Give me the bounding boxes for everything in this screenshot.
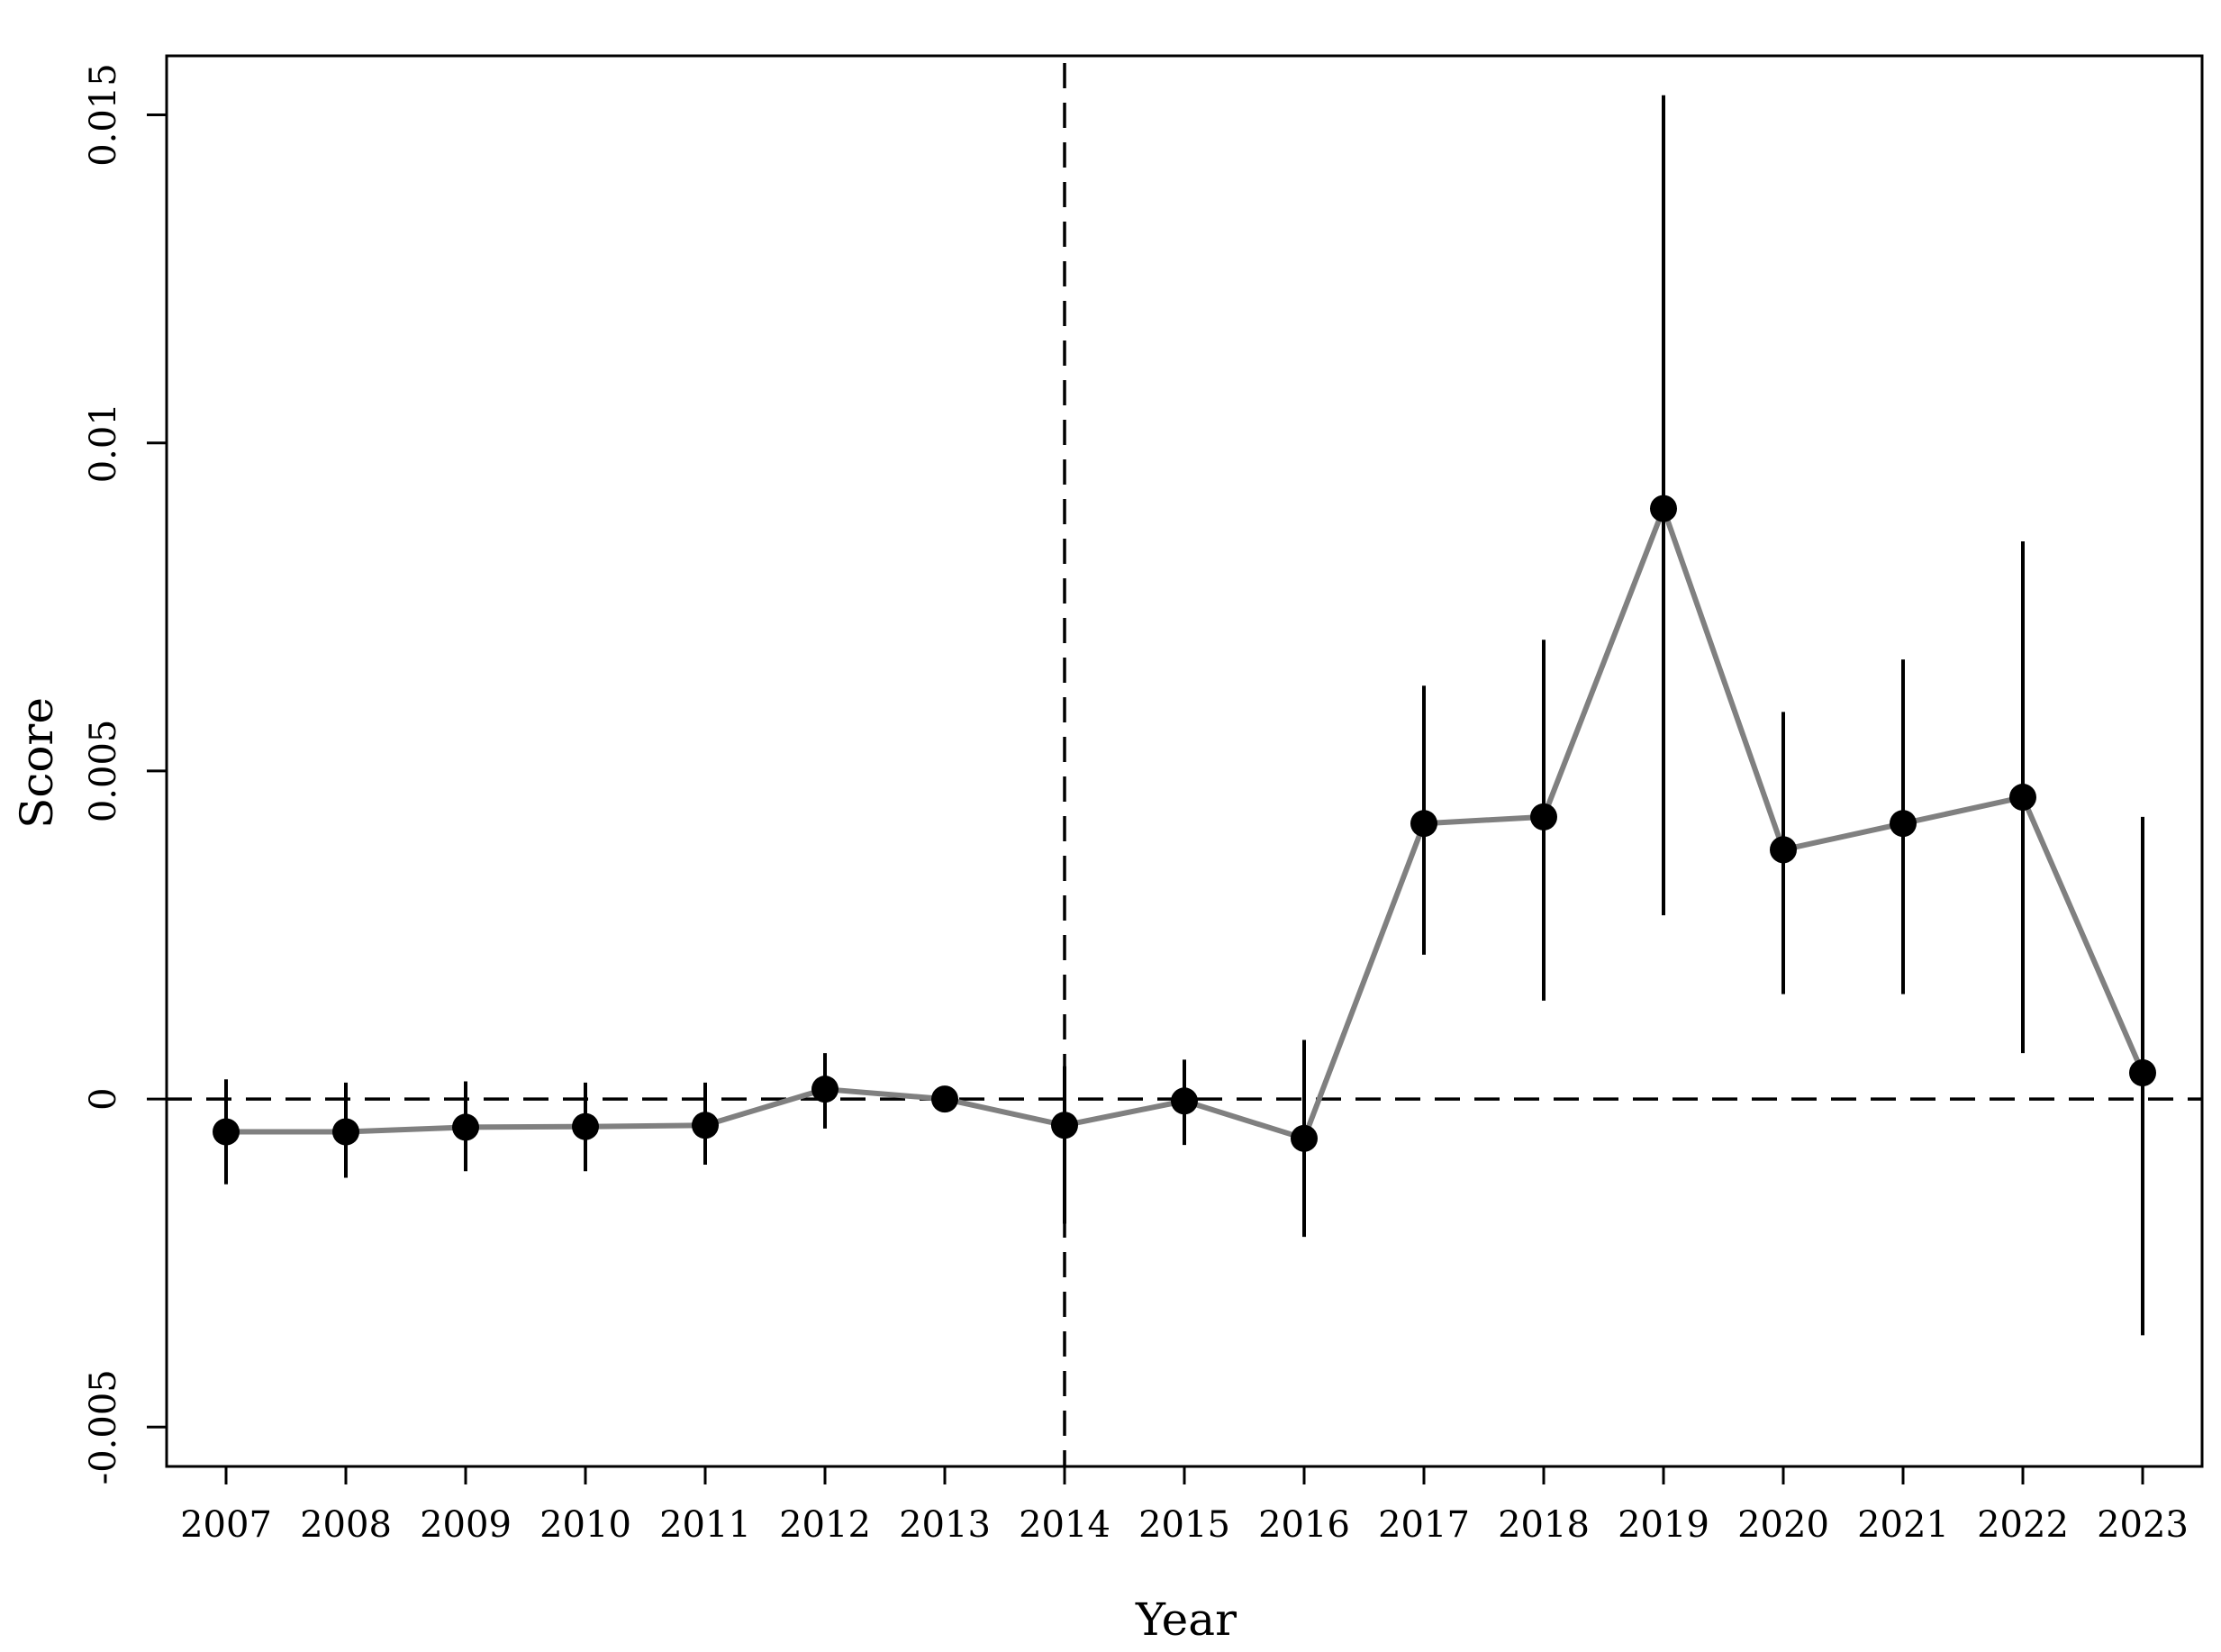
x-tick-label: 2016	[1258, 1504, 1350, 1546]
data-point	[931, 1085, 958, 1113]
data-point	[332, 1118, 359, 1146]
data-point	[1530, 803, 1557, 831]
x-tick-label: 2015	[1138, 1504, 1230, 1546]
x-tick-label: 2014	[1019, 1504, 1110, 1546]
x-tick-label: 2007	[180, 1504, 272, 1546]
x-tick-label: 2018	[1498, 1504, 1590, 1546]
data-point	[692, 1112, 719, 1139]
x-tick-label: 2020	[1737, 1504, 1829, 1546]
data-point	[1650, 495, 1677, 522]
x-tick-label: 2009	[420, 1504, 512, 1546]
x-tick-label: 2010	[539, 1504, 631, 1546]
data-point	[1051, 1112, 1078, 1139]
data-point	[1890, 810, 1917, 838]
data-point	[1410, 810, 1437, 838]
data-point	[2009, 784, 2036, 812]
x-tick-label: 2022	[1977, 1504, 2069, 1546]
y-tick-label: 0.01	[83, 403, 124, 483]
y-tick-label: 0.015	[83, 63, 124, 167]
x-tick-label: 2023	[2097, 1504, 2189, 1546]
data-point	[2129, 1058, 2156, 1086]
series-line	[226, 505, 2145, 1141]
data-point	[572, 1112, 599, 1140]
x-axis-title: Year	[1135, 1593, 1237, 1646]
x-tick-label: 2019	[1618, 1504, 1709, 1546]
data-point	[452, 1113, 479, 1141]
x-tick-label: 2013	[899, 1504, 991, 1546]
y-tick-label: -0.005	[83, 1369, 124, 1484]
y-tick-label: 0.005	[83, 720, 124, 823]
data-point	[1291, 1124, 1318, 1152]
x-tick-label: 2021	[1857, 1504, 1949, 1546]
x-tick-label: 2012	[779, 1504, 871, 1546]
data-point	[1171, 1087, 1198, 1115]
y-axis-title: Score	[11, 697, 63, 829]
plot-frame	[165, 54, 2204, 1468]
data-point	[1770, 836, 1797, 864]
data-point	[213, 1118, 240, 1146]
data-point	[811, 1076, 839, 1103]
x-tick-label: 2011	[659, 1504, 751, 1546]
y-tick-label: 0	[83, 1087, 124, 1110]
x-tick-label: 2008	[300, 1504, 392, 1546]
x-tick-label: 2017	[1378, 1504, 1470, 1546]
